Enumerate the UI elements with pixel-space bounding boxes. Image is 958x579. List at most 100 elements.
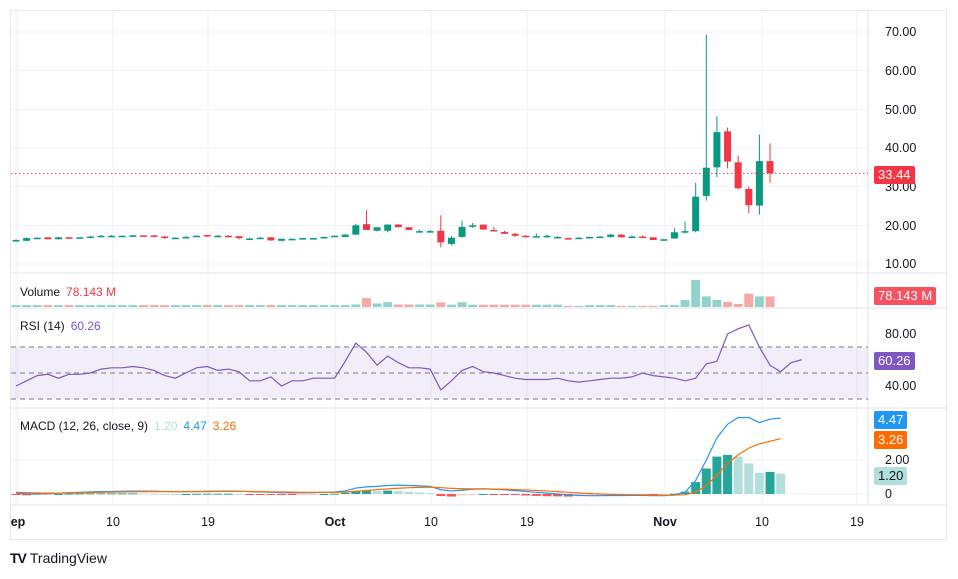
volume-bar xyxy=(351,304,361,307)
volume-bar xyxy=(446,304,456,307)
volume-bar xyxy=(627,305,637,307)
candle-body xyxy=(702,167,710,196)
candle-body xyxy=(118,235,126,238)
volume-bar xyxy=(298,305,308,307)
volume-bar xyxy=(648,305,658,307)
volume-bar xyxy=(192,305,202,307)
macd-tick-2: 2.00 xyxy=(885,453,910,467)
price-tick-50: 50.00 xyxy=(885,103,917,117)
volume-value-tag: 78.143 M xyxy=(874,287,937,305)
candle-body xyxy=(299,238,307,240)
macd-histogram-bar xyxy=(223,493,233,495)
volume-bar xyxy=(425,304,435,307)
volume-bar xyxy=(606,305,616,307)
macd-histogram-bar xyxy=(436,494,446,497)
macd-histogram-bar xyxy=(361,490,371,494)
macd-histogram-bar xyxy=(117,493,127,495)
macd-histogram-bar xyxy=(425,493,435,495)
macd-histogram-bar xyxy=(404,491,414,494)
volume-bar xyxy=(457,302,467,307)
candle-body xyxy=(511,233,519,236)
volume-bar xyxy=(521,304,531,307)
macd-histogram-bar xyxy=(415,492,425,494)
candle-body xyxy=(734,162,742,189)
macd-histogram-bar xyxy=(478,494,488,495)
macd-histogram-bar xyxy=(245,494,255,495)
volume-bar xyxy=(340,305,350,307)
macd-histogram-bar xyxy=(85,493,95,495)
volume-bar xyxy=(393,304,403,307)
volume-bar xyxy=(616,305,626,307)
macd-histogram-bar xyxy=(468,494,478,495)
candle-body xyxy=(54,237,62,240)
macd-histogram-bar xyxy=(308,494,318,495)
rsi-tick-40: 40.00 xyxy=(885,379,917,393)
macd-histogram-bar xyxy=(776,473,786,494)
candle-body xyxy=(44,237,52,240)
candle-body xyxy=(171,237,179,240)
time-tick-label: 10 xyxy=(106,515,120,529)
candle-body xyxy=(447,237,455,244)
macd-legend: MACD (12, 26, close, 9) 1.20 4.47 3.26 xyxy=(20,419,242,433)
volume-bar xyxy=(107,305,117,307)
macd-histogram-bar xyxy=(64,493,74,495)
time-tick-label: 19 xyxy=(520,515,534,529)
rsi-value-tag: 60.26 xyxy=(874,352,915,370)
candle-body xyxy=(713,132,721,168)
volume-bar xyxy=(160,305,170,307)
candle-body xyxy=(161,236,169,239)
time-tick-label: 10 xyxy=(424,515,438,529)
macd-histogram-bar xyxy=(489,494,499,495)
volume-bar xyxy=(680,300,690,307)
volume-bar xyxy=(584,305,594,307)
volume-bar xyxy=(404,304,414,307)
volume-bar xyxy=(181,305,191,307)
tradingview-logo[interactable]: TV TradingView xyxy=(10,550,107,566)
candle-body xyxy=(65,237,73,239)
macd-histogram-bar xyxy=(277,494,286,495)
volume-bar xyxy=(213,305,223,307)
macd-histogram-bar xyxy=(96,493,106,495)
candle-body xyxy=(745,188,753,206)
candle-body xyxy=(692,196,700,232)
price-tick-60: 60.00 xyxy=(885,64,917,78)
candle-body xyxy=(437,230,445,243)
candle-body xyxy=(405,227,413,230)
candle-body xyxy=(575,237,583,240)
chart-frame xyxy=(10,10,947,540)
candle-body xyxy=(501,231,509,234)
candle-body xyxy=(139,235,147,237)
rsi-legend-value: 60.26 xyxy=(70,319,101,333)
volume-bar xyxy=(383,302,393,307)
time-tick-label: 19 xyxy=(201,515,215,529)
signal-line xyxy=(15,437,781,496)
volume-bar xyxy=(372,303,382,307)
candle-body xyxy=(469,225,477,227)
volume-bar xyxy=(638,305,648,307)
volume-bar xyxy=(308,305,318,307)
volume-bar xyxy=(266,305,276,307)
volume-bar xyxy=(287,305,297,307)
candle-body xyxy=(543,235,551,238)
macd-histogram-bar xyxy=(202,493,212,495)
candle-body xyxy=(766,161,774,174)
volume-bar xyxy=(245,305,255,307)
candle-body xyxy=(193,235,201,238)
volume-bar xyxy=(149,305,159,307)
candle-body xyxy=(394,224,402,228)
candle-body xyxy=(628,236,636,239)
macd-histogram-bar xyxy=(733,456,743,494)
time-tick-label: ep xyxy=(10,515,26,529)
candle-body xyxy=(214,235,222,238)
price-tick-40: 40.00 xyxy=(885,141,917,155)
volume-bar xyxy=(712,300,722,307)
volume-bar xyxy=(478,304,488,307)
candle-body xyxy=(724,131,732,162)
candle-body xyxy=(341,234,349,237)
volume-bar xyxy=(64,305,74,307)
volume-bar xyxy=(531,304,541,307)
macd-tick-0: 0 xyxy=(885,487,892,501)
macd-histogram-bar xyxy=(170,494,180,495)
candle-body xyxy=(108,235,116,238)
